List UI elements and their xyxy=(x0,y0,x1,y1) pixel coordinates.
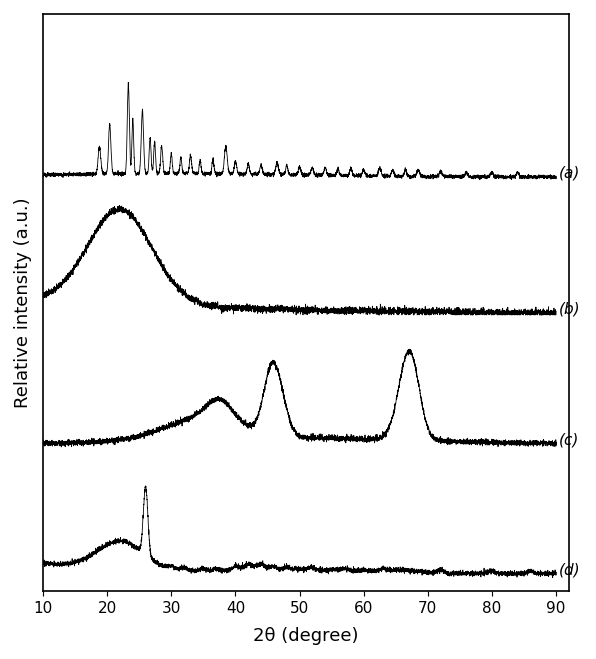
Text: (b): (b) xyxy=(559,302,581,317)
X-axis label: 2θ (degree): 2θ (degree) xyxy=(253,627,359,645)
Text: (a): (a) xyxy=(559,166,581,181)
Text: (d): (d) xyxy=(559,563,581,578)
Y-axis label: Relative intensity (a.u.): Relative intensity (a.u.) xyxy=(14,197,32,408)
Text: (c): (c) xyxy=(559,432,580,447)
